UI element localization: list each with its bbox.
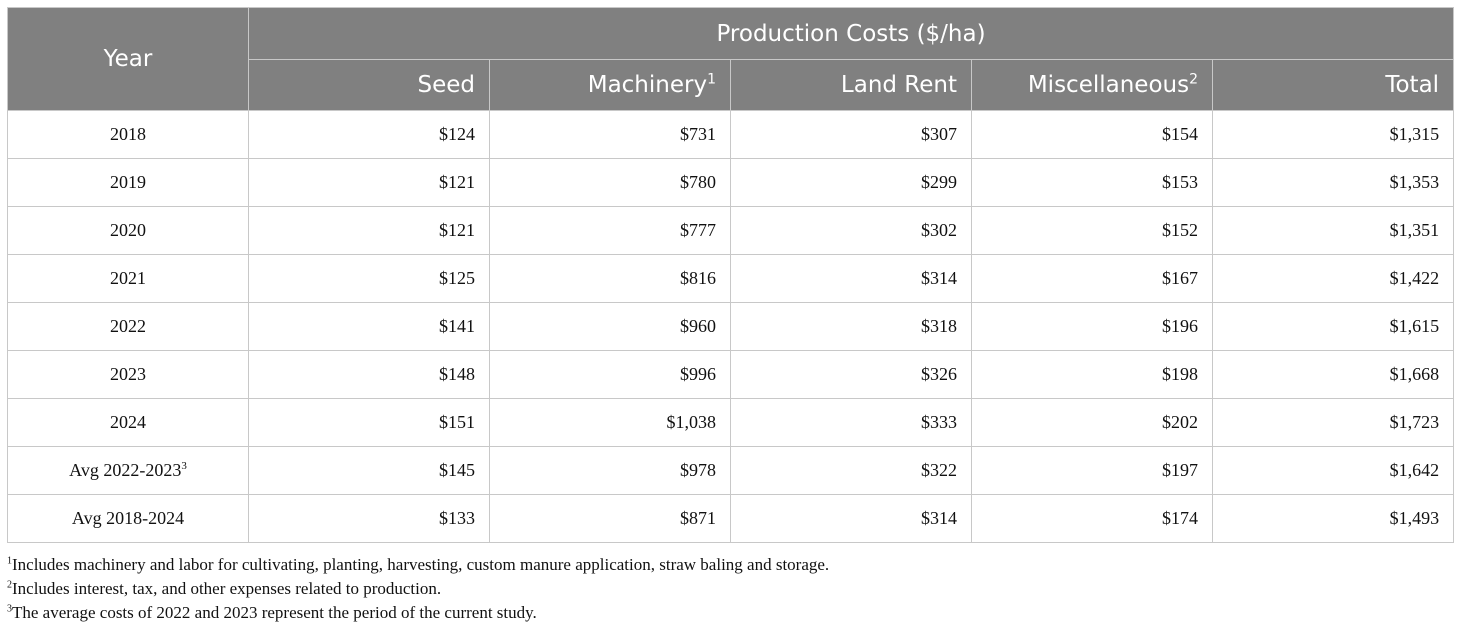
column-header-label: Seed: [417, 72, 476, 98]
cost-cell: $960: [489, 302, 731, 351]
cost-cell: $1,493: [1211, 494, 1455, 543]
column-header-label: Miscellaneous: [1027, 72, 1190, 98]
footnote: 2Includes interest, tax, and other expen…: [7, 577, 829, 601]
table-row: 2023 $148 $996 $326 $198 $1,668: [7, 350, 1455, 399]
production-costs-group-header: Production Costs ($/ha): [247, 7, 1455, 60]
cost-cell: $1,668: [1211, 350, 1455, 399]
footnote-marker: 2: [1189, 71, 1198, 88]
year-label: Avg 2018-2024: [71, 508, 185, 528]
cost-cell: $202: [971, 398, 1213, 447]
cost-cell: $314: [730, 494, 972, 543]
footnote: 3The average costs of 2022 and 2023 repr…: [7, 601, 829, 625]
production-costs-table: Year Production Costs ($/ha) Seed Machine…: [7, 7, 1455, 543]
table-row: Avg 2018-2024 $133 $871 $314 $174 $1,493: [7, 494, 1455, 543]
cost-cell: $299: [730, 158, 972, 207]
cost-cell: $124: [248, 110, 490, 159]
year-label: 2023: [110, 364, 146, 384]
column-header-label: Land Rent: [840, 72, 957, 98]
cost-cell: $153: [971, 158, 1213, 207]
cost-cell: $167: [971, 254, 1213, 303]
cost-cell: $154: [971, 110, 1213, 159]
column-header: Miscellaneous2: [971, 59, 1213, 111]
year-label: 2020: [110, 220, 146, 240]
table-row: 2024 $151 $1,038 $333 $202 $1,723: [7, 398, 1455, 447]
table-row: 2020 $121 $777 $302 $152 $1,351: [7, 206, 1455, 255]
table-row: 2021 $125 $816 $314 $167 $1,422: [7, 254, 1455, 303]
year-cell: 2022: [7, 302, 249, 351]
cost-cell: $816: [489, 254, 731, 303]
cost-cell: $125: [248, 254, 490, 303]
cost-cell: $978: [489, 446, 731, 495]
year-label: 2019: [110, 172, 146, 192]
table-row: 2018 $124 $731 $307 $154 $1,315: [7, 110, 1455, 159]
cost-cell: $307: [730, 110, 972, 159]
cost-cell: $333: [730, 398, 972, 447]
production-costs-table-container: Year Production Costs ($/ha) Seed Machine…: [7, 7, 1455, 543]
cost-cell: $318: [730, 302, 972, 351]
cost-cell: $780: [489, 158, 731, 207]
year-cell: 2024: [7, 398, 249, 447]
column-header-label: Machinery: [587, 72, 708, 98]
cost-cell: $871: [489, 494, 731, 543]
cost-cell: $731: [489, 110, 731, 159]
column-header-label: Total: [1385, 72, 1440, 98]
year-cell: 2019: [7, 158, 249, 207]
cost-cell: $1,315: [1211, 110, 1455, 159]
table-row: 2019 $121 $780 $299 $153 $1,353: [7, 158, 1455, 207]
year-cell: Avg 2018-2024: [7, 494, 249, 543]
year-label: 2022: [110, 316, 146, 336]
footnote-text: Includes machinery and labor for cultiva…: [12, 555, 830, 574]
cost-cell: $148: [248, 350, 490, 399]
year-cell: 2020: [7, 206, 249, 255]
cost-cell: $322: [730, 446, 972, 495]
cost-cell: $133: [248, 494, 490, 543]
column-header: Total: [1211, 59, 1455, 111]
cost-cell: $197: [971, 446, 1213, 495]
cost-cell: $145: [248, 446, 490, 495]
cost-cell: $1,723: [1211, 398, 1455, 447]
cost-cell: $1,615: [1211, 302, 1455, 351]
footnote-marker: 1: [7, 555, 12, 567]
cost-cell: $777: [489, 206, 731, 255]
footnotes: 1Includes machinery and labor for cultiv…: [7, 553, 829, 625]
cost-cell: $302: [730, 206, 972, 255]
cost-cell: $198: [971, 350, 1213, 399]
cost-cell: $141: [248, 302, 490, 351]
cost-cell: $1,351: [1211, 206, 1455, 255]
year-column-header: Year: [7, 7, 249, 111]
footnote-marker: 3: [181, 460, 187, 472]
column-header: Land Rent: [730, 59, 972, 111]
year-cell: 2018: [7, 110, 249, 159]
cost-cell: $326: [730, 350, 972, 399]
table-row: Avg 2022-20233 $145 $978 $322 $197 $1,642: [7, 446, 1455, 495]
year-label: 2018: [110, 124, 146, 144]
cost-cell: $996: [489, 350, 731, 399]
column-header: Seed: [248, 59, 490, 111]
cost-cell: $1,422: [1211, 254, 1455, 303]
year-cell: Avg 2022-20233: [7, 446, 249, 495]
cost-cell: $314: [730, 254, 972, 303]
footnote: 1Includes machinery and labor for cultiv…: [7, 553, 829, 577]
table-row: 2022 $141 $960 $318 $196 $1,615: [7, 302, 1455, 351]
footnote-text: Includes interest, tax, and other expens…: [12, 579, 442, 598]
year-label: Avg 2022-2023: [69, 460, 182, 480]
footnote-text: The average costs of 2022 and 2023 repre…: [12, 603, 537, 622]
year-label: 2021: [110, 268, 146, 288]
cost-cell: $1,038: [489, 398, 731, 447]
footnote-marker: 2: [7, 579, 12, 591]
year-cell: 2021: [7, 254, 249, 303]
cost-cell: $1,642: [1211, 446, 1455, 495]
cost-cell: $121: [248, 206, 490, 255]
cost-cell: $174: [971, 494, 1213, 543]
year-label: 2024: [110, 412, 146, 432]
column-header: Machinery1: [489, 59, 731, 111]
cost-cell: $121: [248, 158, 490, 207]
cost-cell: $196: [971, 302, 1213, 351]
cost-cell: $1,353: [1211, 158, 1455, 207]
footnote-marker: 1: [707, 71, 716, 88]
cost-cell: $152: [971, 206, 1213, 255]
cost-cell: $151: [248, 398, 490, 447]
year-cell: 2023: [7, 350, 249, 399]
footnote-marker: 3: [7, 603, 12, 615]
